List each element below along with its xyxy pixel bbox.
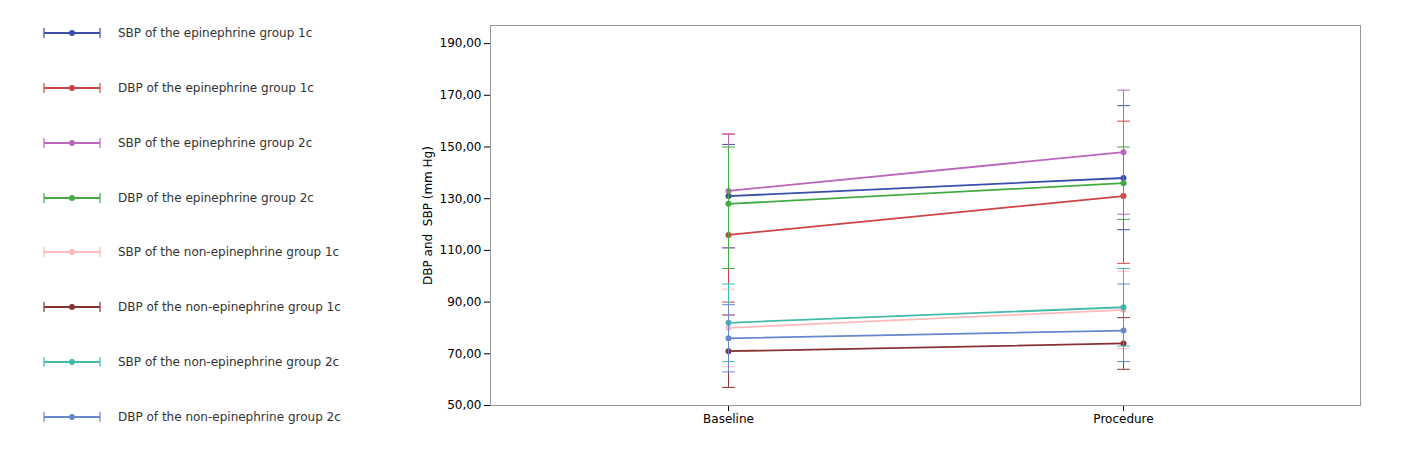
html-text:SBP of the epinephrine group 1: SBP of the epinephrine group 1c <box>118 26 313 40</box>
html-text:DBP of the epinephrine group 2: DBP of the epinephrine group 2c <box>118 190 314 205</box>
svg-text:130,00: 130,00 <box>440 192 482 206</box>
svg-text:150,00: 150,00 <box>440 140 482 154</box>
html-text:DBP of the epinephrine group 1: DBP of the epinephrine group 1c <box>118 80 314 95</box>
svg-text:70,00: 70,00 <box>447 347 481 361</box>
svg-text:170,00: 170,00 <box>440 88 482 102</box>
html-text:SBP of the non-epinephrine gro: SBP of the non-epinephrine group 1c <box>118 245 340 260</box>
svg-text:190,00: 190,00 <box>440 36 482 50</box>
svg-text:90,00: 90,00 <box>447 295 481 309</box>
svg-text:50,00: 50,00 <box>447 398 481 412</box>
html-text:DBP of the non-epinephrine gro: DBP of the non-epinephrine group 2c <box>118 409 341 424</box>
svg-text:110,00: 110,00 <box>440 243 482 257</box>
html-text:DBP of the non-epinephrine gro: DBP of the non-epinephrine group 1c <box>118 300 341 315</box>
svg-text:Baseline: Baseline <box>703 412 754 426</box>
html-text:SBP of the epinephrine group 2: SBP of the epinephrine group 2c <box>118 135 313 150</box>
svg-text:DBP and SBP (mm Hg): DBP and SBP (mm Hg) <box>421 146 435 285</box>
html-text:SBP of the non-epinephrine gro: SBP of the non-epinephrine group 2c <box>118 355 340 370</box>
svg-text:Procedure: Procedure <box>1093 412 1153 426</box>
